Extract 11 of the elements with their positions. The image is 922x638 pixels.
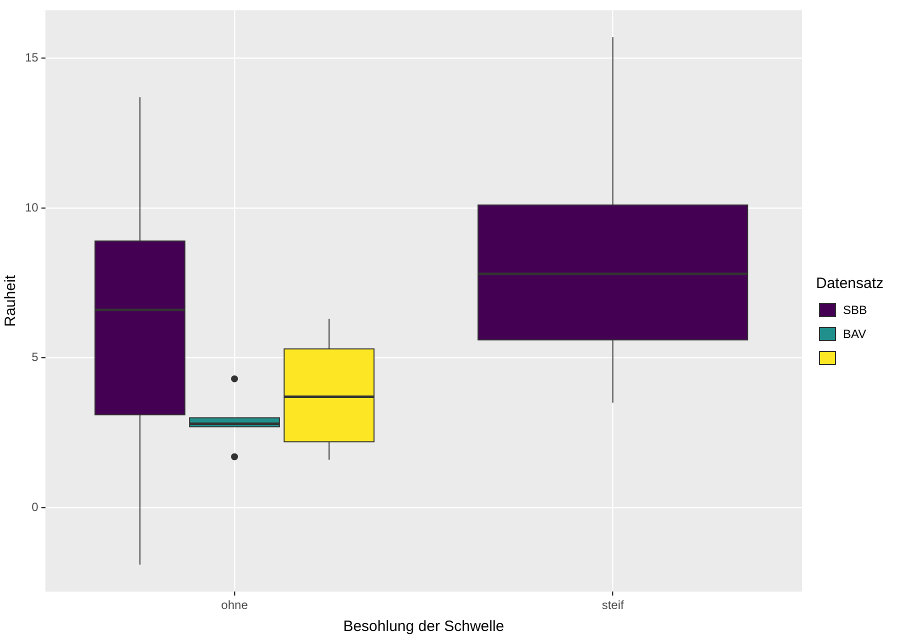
legend-title: Datensatz — [816, 275, 884, 292]
legend-label: BAV — [843, 327, 866, 341]
y-axis-title: Rauheit — [2, 274, 20, 327]
y-tick-label: 0 — [32, 500, 39, 514]
x-tick-label: ohne — [221, 598, 248, 612]
y-tick-label: 15 — [24, 50, 39, 64]
x-axis-title: Besohlung der Schwelle — [343, 618, 504, 636]
x-tick-label: steif — [602, 598, 625, 612]
y-tick-label: 5 — [32, 350, 39, 364]
y-tick-label: 10 — [24, 200, 39, 214]
legend-label: SBB — [843, 303, 868, 317]
